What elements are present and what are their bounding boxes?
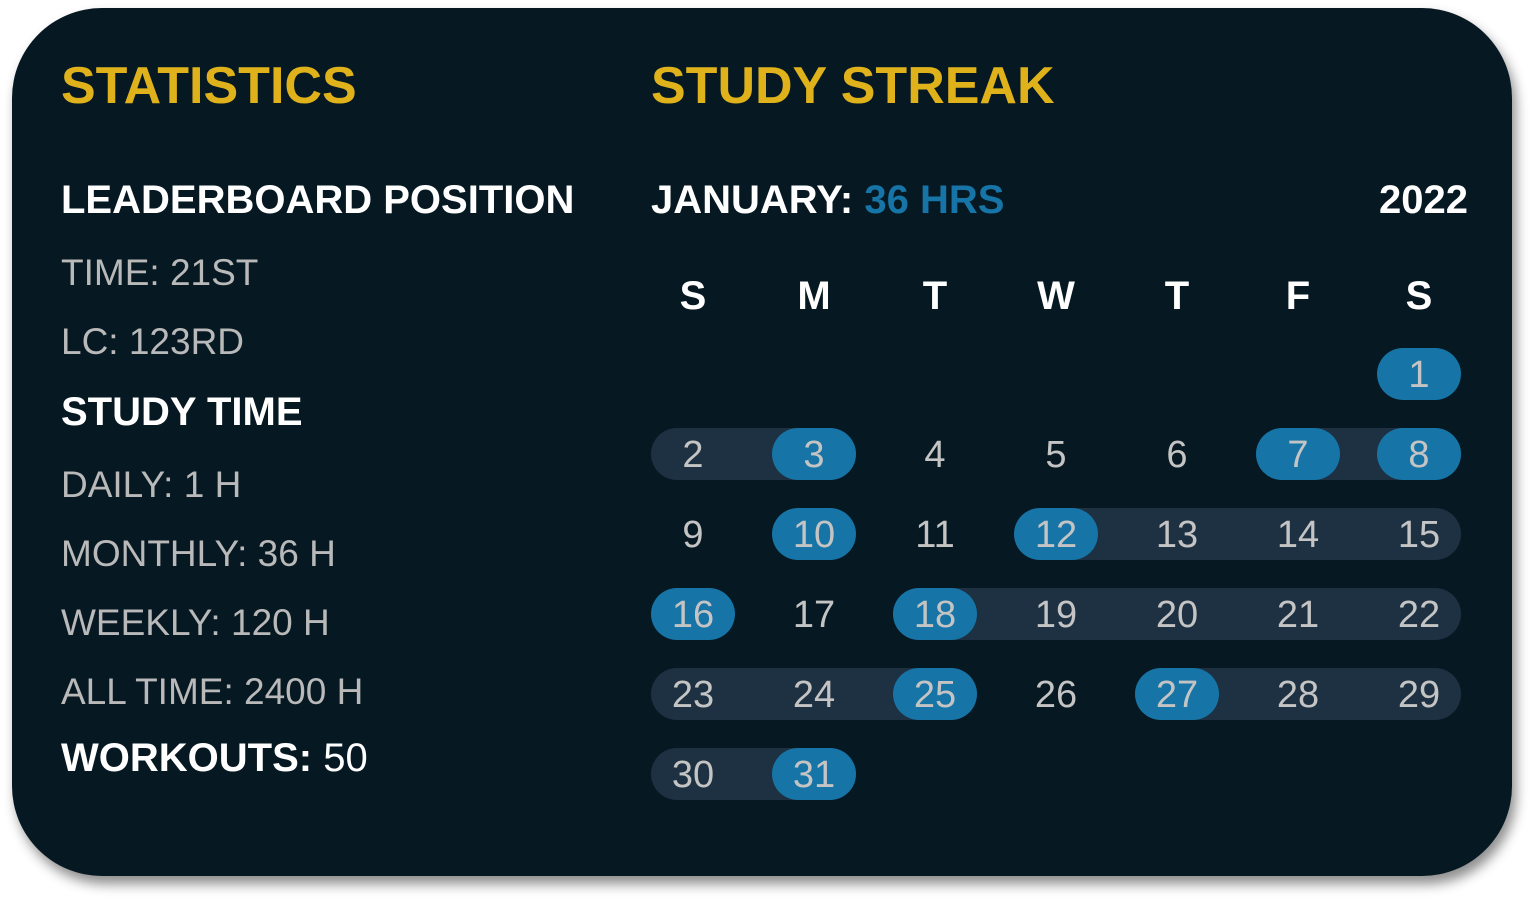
calendar-day[interactable]: 10: [772, 508, 856, 560]
calendar-day[interactable]: 3: [772, 428, 856, 480]
calendar-day[interactable]: 7: [1256, 428, 1340, 480]
month-hours: 36 HRS: [864, 178, 1005, 222]
weekday-header: M: [797, 274, 831, 318]
study-time-all-time: ALL TIME: 2400 H: [61, 671, 364, 712]
calendar-day[interactable]: 1: [1377, 348, 1461, 400]
calendar-day[interactable]: 11: [915, 514, 955, 556]
calendar-day[interactable]: 21: [1276, 594, 1320, 636]
weekday-header: T: [922, 274, 948, 318]
calendar-day[interactable]: 27: [1135, 668, 1219, 720]
calendar-day[interactable]: 8: [1377, 428, 1461, 480]
month-label: JANUARY:: [651, 178, 854, 222]
calendar-day[interactable]: 12: [1014, 508, 1098, 560]
calendar-day[interactable]: 9: [682, 514, 704, 556]
calendar-day[interactable]: 18: [893, 588, 977, 640]
study-time-monthly: MONTHLY: 36 H: [61, 533, 336, 574]
calendar-day[interactable]: 13: [1155, 514, 1199, 556]
workouts-label: WORKOUTS:: [61, 736, 313, 780]
study-time-daily: DAILY: 1 H: [61, 464, 242, 505]
calendar-grid: S M T W T F S 1 2 3 4 5 6 7 8 9 10 11 12 13 14 15 16 17 18 19 20 21…: [651, 8, 1481, 876]
calendar-day[interactable]: 17: [792, 594, 836, 636]
calendar-day[interactable]: 25: [893, 668, 977, 720]
calendar-day[interactable]: 31: [772, 748, 856, 800]
weekday-header: F: [1285, 274, 1311, 318]
workouts-row: WORKOUTS: 50: [61, 738, 368, 778]
leaderboard-time: TIME: 21ST: [61, 252, 259, 293]
weekday-header: S: [679, 274, 707, 318]
calendar-day[interactable]: 22: [1397, 594, 1441, 636]
calendar-day[interactable]: 30: [671, 754, 715, 796]
calendar-day[interactable]: 2: [682, 434, 704, 476]
calendar-day[interactable]: 14: [1276, 514, 1320, 556]
calendar-day[interactable]: 23: [671, 674, 715, 716]
calendar-day[interactable]: 6: [1166, 434, 1188, 476]
streak-bar: [893, 588, 1461, 640]
calendar-day[interactable]: 29: [1397, 674, 1441, 716]
study-streak-title: STUDY STREAK: [651, 57, 1055, 115]
weekday-header: T: [1164, 274, 1190, 318]
calendar-day[interactable]: 16: [651, 588, 735, 640]
leaderboard-lc: LC: 123RD: [61, 321, 245, 362]
calendar-day[interactable]: 20: [1155, 594, 1199, 636]
study-time-weekly: WEEKLY: 120 H: [61, 602, 330, 643]
calendar-day[interactable]: 28: [1276, 674, 1320, 716]
month-heading: JANUARY: 36 HRS: [651, 180, 1004, 220]
weekday-header: S: [1405, 274, 1433, 318]
weekday-header: W: [1037, 274, 1075, 318]
statistics-card: STATISTICS LEADERBOARD POSITION TIME: 21…: [12, 8, 1512, 876]
calendar-day[interactable]: 15: [1397, 514, 1441, 556]
calendar-day[interactable]: 26: [1034, 674, 1078, 716]
calendar-day[interactable]: 5: [1045, 434, 1067, 476]
calendar-day[interactable]: 19: [1034, 594, 1078, 636]
leaderboard-heading: LEADERBOARD POSITION: [61, 178, 575, 222]
statistics-title: STATISTICS: [61, 57, 357, 115]
calendar-day[interactable]: 24: [792, 674, 836, 716]
study-time-heading: STUDY TIME: [61, 390, 303, 434]
year-label: 2022: [1379, 178, 1468, 222]
workouts-value: 50: [323, 736, 368, 780]
calendar-day[interactable]: 4: [924, 434, 946, 476]
